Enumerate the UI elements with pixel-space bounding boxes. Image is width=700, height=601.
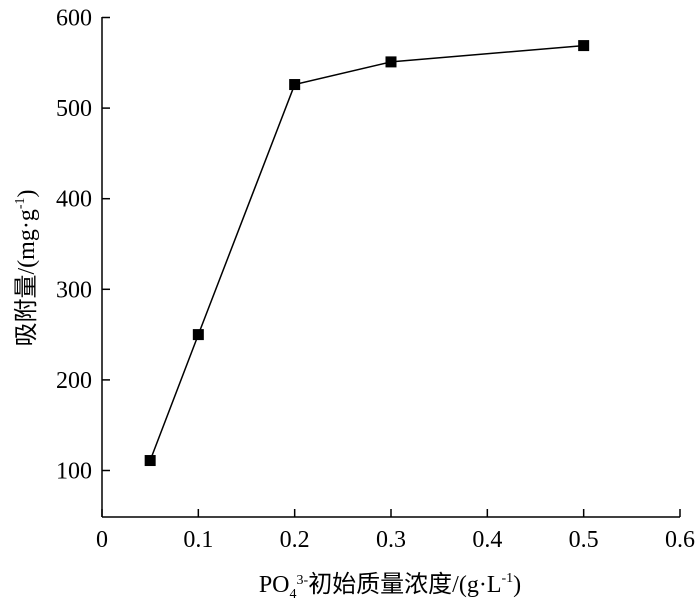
series: [144, 40, 590, 467]
x-axis-title-prefix: PO: [259, 572, 290, 598]
y-axis-title-close: ): [14, 190, 40, 198]
y-tick-label: 500: [56, 96, 92, 122]
x-ticks: 0 0.1 0.2 0.3 0.4 0.5 0.6: [96, 509, 695, 553]
series-line: [149, 44, 584, 461]
data-point: [192, 329, 204, 341]
x-axis-title-subscript: 4: [290, 587, 297, 601]
y-tick-label: 400: [56, 187, 92, 213]
y-tick-label: 600: [56, 6, 92, 32]
x-axis-title-close: ): [513, 572, 521, 598]
y-axis-title: 吸附量/(mg·g-1): [13, 190, 40, 347]
x-tick-label: 0: [96, 527, 108, 553]
y-ticks: 100 200 300 400 500 600: [56, 6, 110, 485]
x-axis-title-unit-superscript: -1: [502, 571, 514, 586]
axes: [101, 17, 680, 518]
y-axis-title-prefix: 吸附量/(mg·g: [13, 209, 40, 346]
data-point: [578, 40, 590, 52]
data-point: [385, 56, 397, 68]
y-tick-label: 100: [56, 459, 92, 485]
x-tick-label: 0.3: [376, 527, 406, 553]
data-point: [289, 79, 301, 91]
x-axis-title-suffix: 初始质量浓度/(g·L: [308, 571, 501, 598]
data-point: [144, 455, 156, 467]
x-axis-title: PO43-初始质量浓度/(g·L-1): [259, 571, 521, 601]
y-tick-label: 300: [56, 277, 92, 303]
x-tick-label: 0.4: [472, 527, 502, 553]
x-tick-label: 0.1: [183, 527, 213, 553]
x-tick-label: 0.5: [569, 527, 599, 553]
y-axis-title-superscript: -1: [13, 198, 28, 210]
x-tick-label: 0.6: [665, 527, 695, 553]
x-tick-label: 0.2: [280, 527, 310, 553]
x-axis-title-superscript: 3-: [297, 573, 309, 588]
y-tick-label: 200: [56, 368, 92, 394]
